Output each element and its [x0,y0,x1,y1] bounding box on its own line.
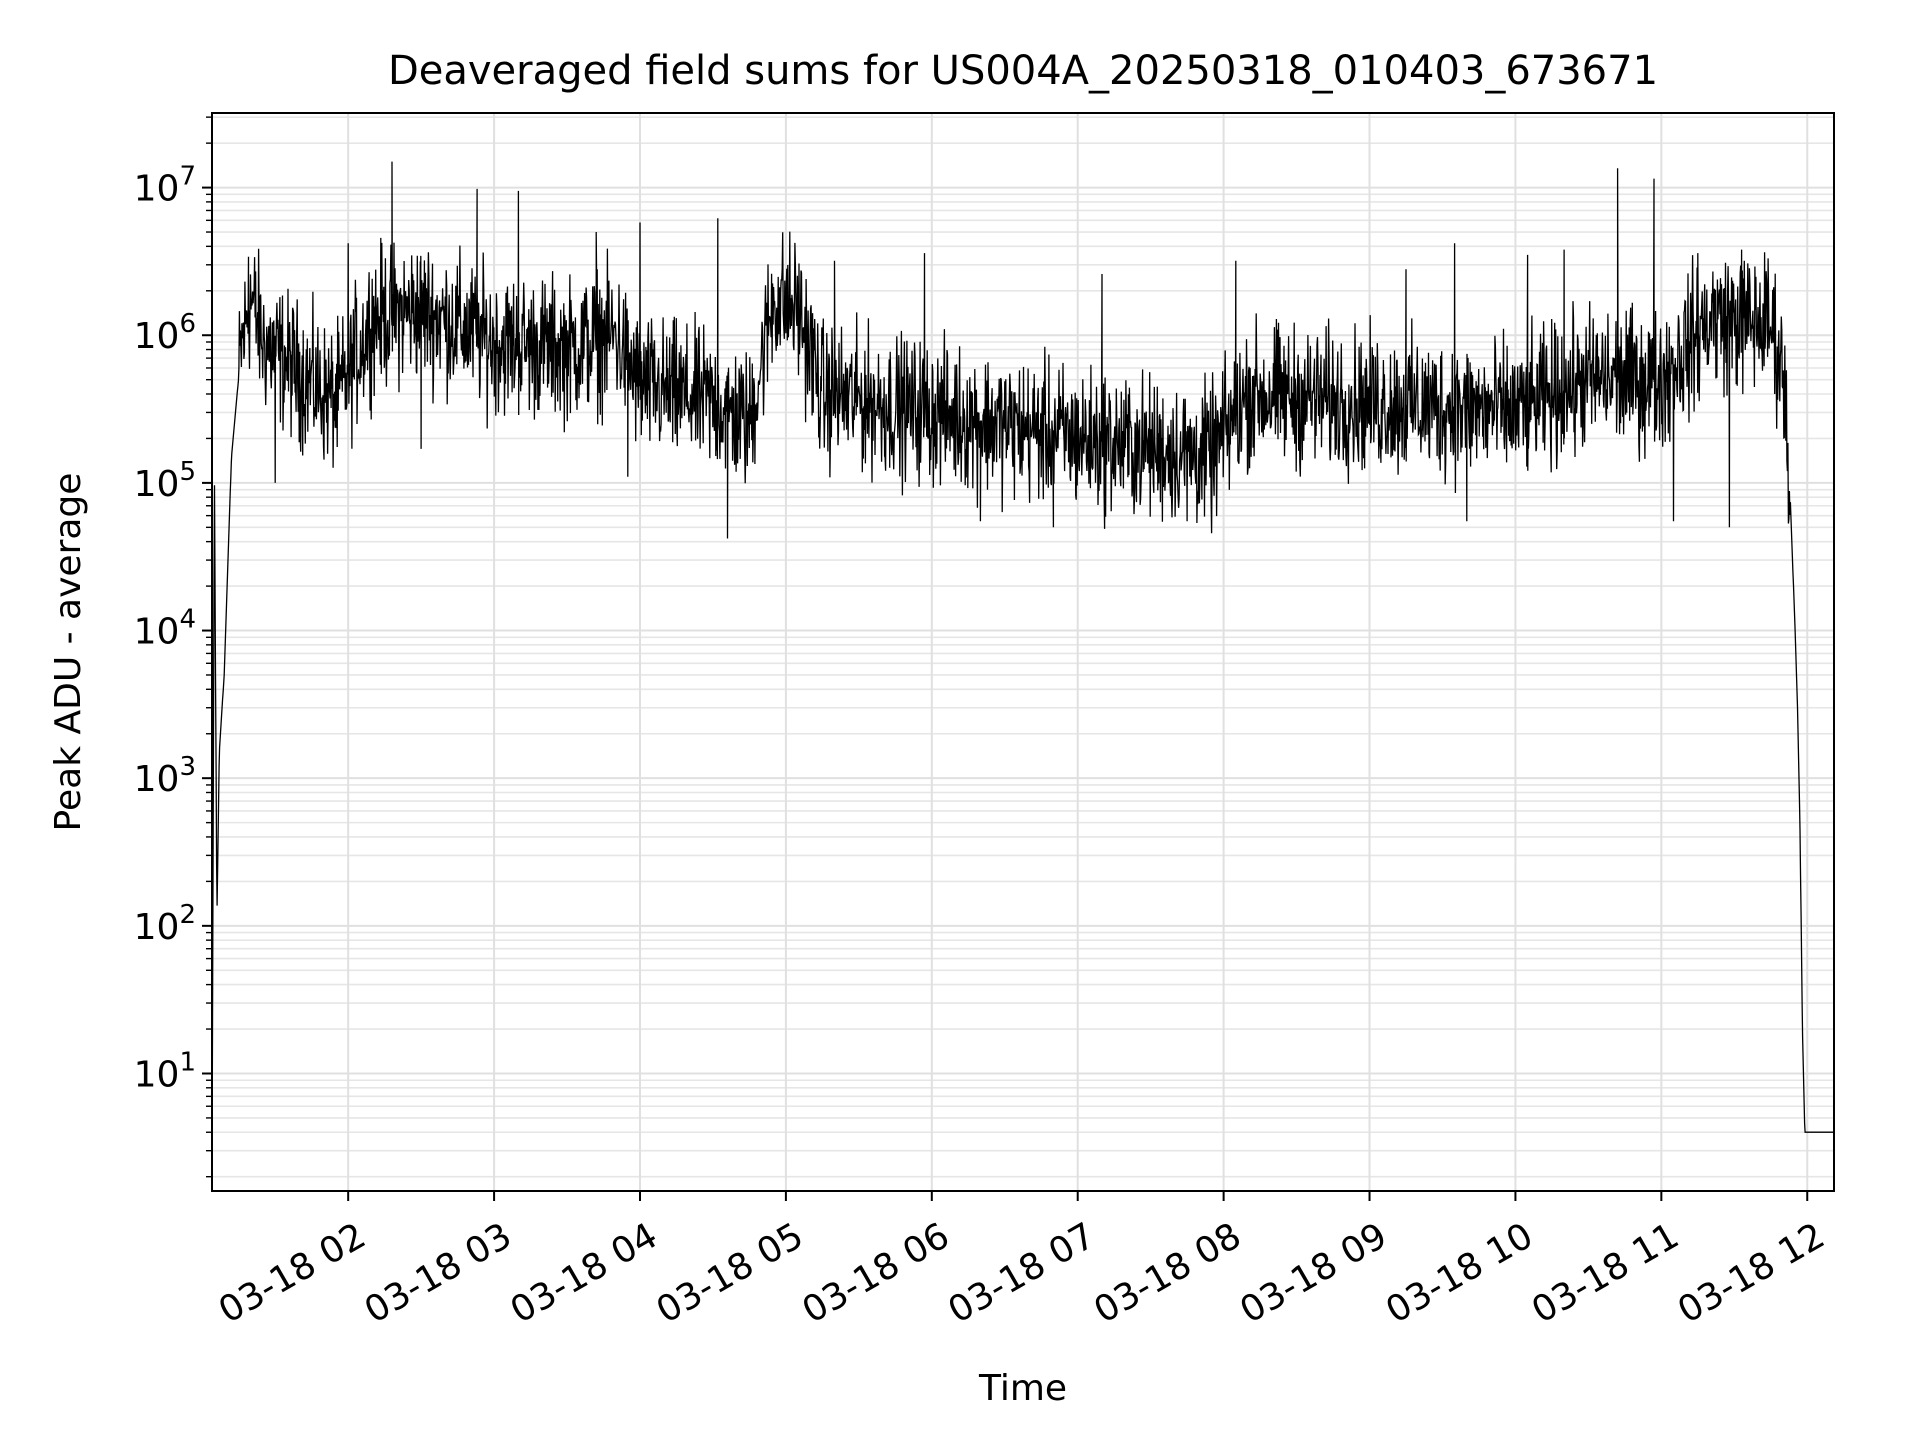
series-layer [211,161,1834,1177]
chart-title: Deaveraged field sums for US004A_2025031… [388,48,1658,94]
grid-layer [212,113,1834,1191]
y-tick-label: 101 [134,1047,196,1095]
y-tick-label: 103 [134,752,196,800]
y-axis-label: Peak ADU - average [48,473,89,832]
y-tick-label: 105 [134,457,196,505]
y-tick-label: 102 [134,900,196,948]
x-axis-label: Time [978,1368,1067,1409]
y-tick-label: 106 [134,309,196,357]
y-tick-label: 104 [134,605,196,653]
y-tick-label: 107 [134,162,196,210]
plot-frame [211,112,1835,1192]
series-line [211,161,1834,1177]
